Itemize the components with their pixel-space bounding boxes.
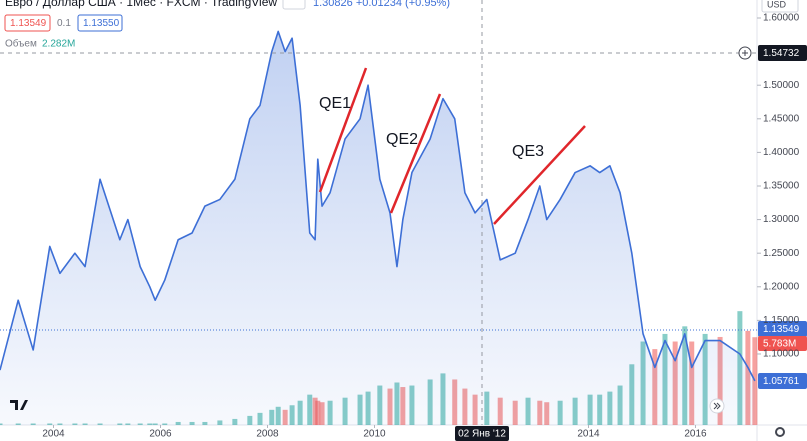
- volume-tag: [758, 336, 807, 351]
- currency-button[interactable]: [761, 0, 799, 13]
- icon-button[interactable]: [282, 0, 306, 10]
- x-tick-label: 2008: [256, 429, 279, 440]
- y-tick-label: 1.45000: [763, 113, 800, 124]
- crosshair-time-tag: [455, 426, 509, 441]
- y-tick-label: 1.40000: [763, 147, 800, 158]
- y-tick-label: 1.15000: [763, 315, 800, 326]
- crosshair-time: 02 Янв '12: [458, 429, 506, 440]
- y-tick-label: 1.10000: [763, 349, 800, 360]
- y-tick-label: 1.35000: [763, 181, 800, 192]
- price-tag: [758, 373, 807, 389]
- last-price: 1.13549: [763, 324, 800, 335]
- price-line: [0, 30, 756, 382]
- tv-logo: [10, 400, 28, 410]
- bid-price: 1.13549: [10, 18, 47, 29]
- y-tick-label: 1.60000: [763, 13, 800, 24]
- annotation: QE1: [319, 95, 351, 112]
- x-tick-label: 2014: [577, 429, 600, 440]
- y-tick-label: 1.30000: [763, 214, 800, 225]
- plot-area: [0, 30, 758, 425]
- chevrons: [713, 402, 721, 410]
- ask-price: 1.13550: [83, 18, 120, 29]
- price-change: 1.30826 +0.01234 (+0.95%): [313, 0, 450, 9]
- crosshair-price-tag: [758, 45, 807, 61]
- currency: USD: [767, 0, 787, 9]
- volume-value: 2.282M: [42, 39, 75, 50]
- crosshair-price: 1.54732: [763, 48, 800, 59]
- y-tick-label: 1.50000: [763, 80, 800, 91]
- ask-box[interactable]: [77, 14, 123, 32]
- plus-icon: [742, 50, 748, 56]
- settings-icon[interactable]: [775, 427, 785, 437]
- trend-line: [389, 93, 442, 214]
- y-tick-label: 1.25000: [763, 248, 800, 259]
- x-tick-label: 2010: [363, 429, 386, 440]
- trend-line: [318, 67, 368, 193]
- bid-box[interactable]: [4, 14, 51, 32]
- x-tick-label: 2016: [684, 429, 707, 440]
- annotation: QE3: [512, 143, 544, 160]
- price-tag-text: 1.05761: [763, 376, 800, 387]
- area-fill: [0, 31, 755, 425]
- spread: 0.1: [57, 18, 71, 29]
- volume-tag-text: 5.783M: [763, 339, 796, 350]
- y-tick-label: 1.20000: [763, 281, 800, 292]
- volume-label: Объем: [5, 38, 37, 50]
- x-tick-label: 2004: [42, 429, 65, 440]
- last-price-tag: [758, 321, 807, 337]
- x-tick-label: 2006: [149, 429, 172, 440]
- symbol-title: Евро / Доллар США · 1Мес · FXCM · Tradin…: [5, 0, 277, 9]
- annotation: QE2: [386, 131, 418, 148]
- trend-line: [493, 125, 586, 225]
